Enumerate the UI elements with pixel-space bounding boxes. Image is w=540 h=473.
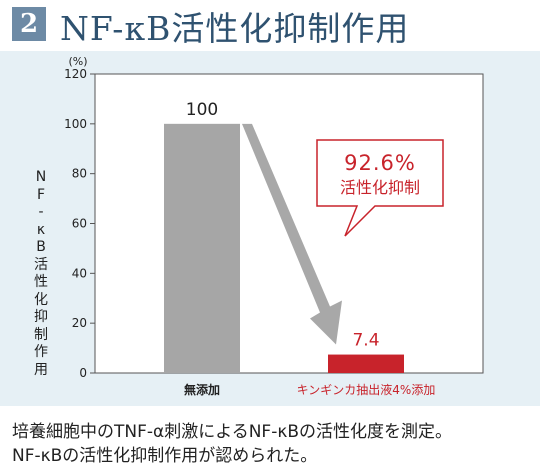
reduction-arrow <box>242 123 342 345</box>
data-label: 7.4 <box>352 331 379 351</box>
y-tick-label: 60 <box>72 217 87 231</box>
callout-box <box>316 139 444 237</box>
bar <box>164 123 240 373</box>
y-tick-label: 120 <box>64 67 87 81</box>
footer-line-1: 培養細胞中のTNF-α刺激によるNF-κBの活性化度を測定。 <box>12 422 453 442</box>
callout-label: 活性化抑制 <box>340 178 420 197</box>
footer-note: 培養細胞中のTNF-α刺激によるNF-κBの活性化度を測定。 NF-κBの活性化… <box>12 420 540 468</box>
data-label: 100 <box>186 100 218 120</box>
section-number-badge: 2 <box>12 7 46 41</box>
header: 2 NF-κB活性化抑制作用 <box>0 0 540 50</box>
y-tick-label: 100 <box>64 117 87 131</box>
page-title: NF-κB活性化抑制作用 <box>60 9 410 48</box>
callout-value: 92.6% <box>344 151 416 175</box>
bar-chart: (%) 0 20 40 60 80 100 120 100 無添加 7.4 キンギンカ抽出液4%添加… <box>64 55 484 397</box>
y-tick-label: 0 <box>79 366 87 380</box>
category-label: キンギンカ抽出液4%添加 <box>297 382 436 397</box>
footer-line-2: NF-κBの活性化抑制作用が認められた。 <box>12 446 318 466</box>
y-tick-label: 80 <box>72 167 87 181</box>
y-tick-label: 40 <box>72 266 87 280</box>
y-tick-label: 20 <box>72 316 87 330</box>
category-label: 無添加 <box>184 382 220 397</box>
chart-panel: (%) 0 20 40 60 80 100 120 100 無添加 7.4 キンギンカ抽出液4%添加… <box>0 51 540 406</box>
bar <box>328 354 404 373</box>
y-unit-label: (%) <box>68 55 87 68</box>
